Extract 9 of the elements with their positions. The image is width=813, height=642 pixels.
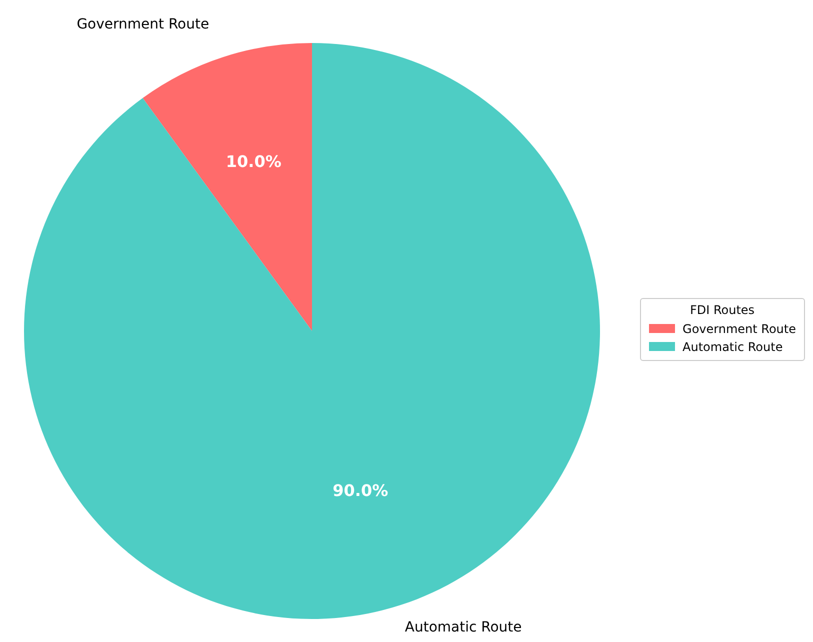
pie-slice: [24, 43, 600, 619]
data-label: 10.0%: [226, 152, 282, 172]
legend-label: Government Route: [682, 320, 796, 338]
pie-slice: [142, 43, 312, 331]
legend-label: Automatic Route: [682, 338, 783, 356]
data-label: 90.0%: [332, 480, 388, 500]
slice-label: Automatic Route: [404, 619, 522, 636]
slice-label: Government Route: [76, 16, 210, 33]
legend-title: FDI Routes: [688, 302, 756, 316]
